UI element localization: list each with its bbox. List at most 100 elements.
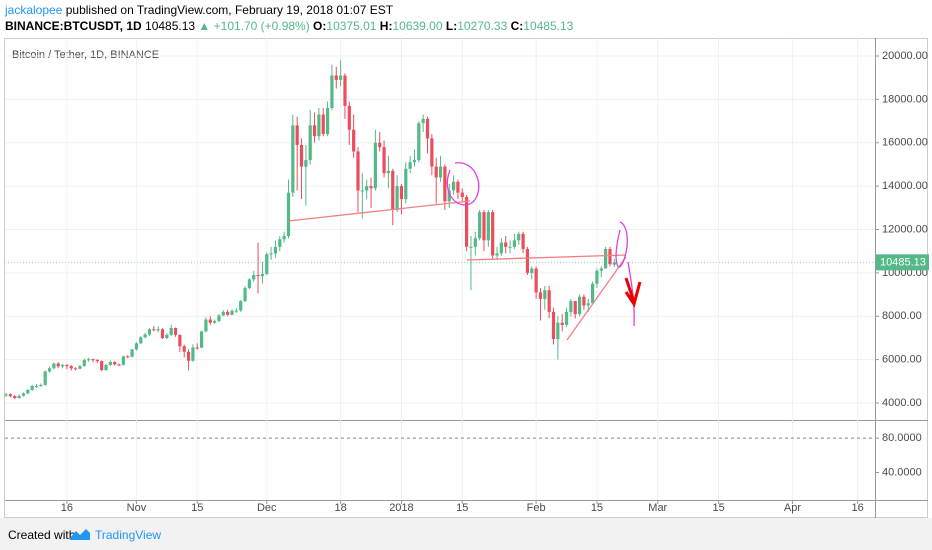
candle-body	[495, 253, 499, 256]
x-tick-label: Apr	[784, 502, 801, 514]
candle-body	[17, 395, 21, 399]
candle-body	[551, 311, 556, 340]
candle-body	[100, 361, 104, 371]
header-line-1: jackalopee published on TradingView.com,…	[5, 3, 393, 17]
candle-body	[69, 366, 73, 369]
candle-body	[391, 170, 395, 210]
candle-body	[486, 212, 490, 241]
trend-line	[466, 254, 627, 261]
candle-body	[60, 365, 65, 367]
candle-body	[325, 108, 330, 135]
candle-body	[217, 315, 221, 322]
candle-body	[282, 236, 286, 240]
x-tick-label: 15	[191, 502, 203, 514]
candle-body	[334, 75, 338, 80]
candle-body	[108, 362, 112, 366]
candle-body	[456, 181, 460, 193]
candle-body	[130, 349, 134, 357]
candle-body	[26, 389, 30, 394]
l-label: L:	[445, 19, 458, 33]
candle-body	[160, 329, 165, 339]
o-label: O:	[313, 19, 327, 33]
x-tick-label: 16	[61, 502, 73, 514]
candle-body	[573, 301, 577, 315]
candle-body	[286, 192, 291, 237]
h: 10639.00	[392, 19, 443, 33]
candle-body	[447, 190, 451, 202]
candle-body	[191, 347, 195, 361]
candle-body	[52, 363, 56, 369]
trend-line	[566, 256, 627, 341]
candle-body	[47, 368, 52, 372]
candle-body	[491, 212, 495, 256]
created: Created with	[8, 528, 76, 542]
y-tick-label: 18000.00	[882, 93, 928, 105]
candle-body	[213, 321, 217, 323]
candle-body	[39, 384, 43, 387]
circle-mark	[615, 221, 628, 268]
footer: Created with TradingView	[0, 518, 932, 550]
candle-body	[591, 283, 595, 304]
candle-body	[604, 249, 608, 269]
candle-body	[530, 268, 534, 273]
circle-mark	[446, 162, 480, 206]
brand[interactable]: TradingView	[95, 528, 162, 542]
author[interactable]: jackalopee	[5, 3, 63, 17]
x-tick-label: Nov	[127, 502, 147, 514]
change: ▲ +101.70 (+0.98%)	[198, 19, 310, 33]
candle-body	[260, 273, 265, 277]
candle-body	[512, 240, 517, 247]
x-tick-label: 18	[334, 502, 346, 514]
y-tick-label: 20000.00	[882, 50, 928, 62]
candle-body	[317, 114, 321, 137]
candle-body	[465, 196, 469, 247]
candle-body	[430, 138, 434, 167]
candle-body	[13, 396, 17, 399]
last-price-badge	[876, 254, 929, 271]
x-tick-label: 15	[712, 502, 724, 514]
candle-body	[360, 190, 364, 192]
drawings	[287, 162, 642, 341]
candle-body	[234, 310, 238, 312]
candle-body	[117, 364, 121, 366]
candle-body	[560, 322, 564, 325]
candle-body	[291, 125, 295, 193]
frame	[4, 38, 928, 518]
candle-body	[577, 296, 582, 315]
candle-body	[78, 366, 82, 369]
header-line-2: BINANCE:BTCUSDT, 1D 10485.13 ▲ +101.70 (…	[5, 19, 573, 33]
candle-body	[126, 356, 130, 358]
candle-body	[365, 186, 369, 191]
candle-body	[195, 347, 199, 349]
y-tick-label: 16000.00	[882, 137, 928, 149]
candle-body	[404, 168, 408, 200]
candle-body	[538, 292, 543, 299]
candle-body	[321, 114, 325, 135]
candle-body	[586, 303, 590, 306]
y-tick-label: 6000.00	[882, 354, 922, 366]
candle-body	[521, 233, 525, 250]
y-tick-label: 12000.00	[882, 223, 928, 235]
published: published on TradingView.com, February 1…	[65, 3, 394, 17]
candle-body	[608, 249, 612, 265]
candle-body	[425, 118, 430, 139]
candle-body	[408, 162, 412, 169]
c: 10485.13	[523, 19, 574, 33]
candle-body	[87, 359, 91, 361]
last-price-label: 10485.13	[880, 256, 926, 268]
y-tick-label: 8000.00	[882, 310, 922, 322]
candle-body	[34, 386, 39, 388]
candle-body	[386, 170, 391, 174]
h-label: H:	[379, 19, 393, 33]
candle-body	[239, 301, 243, 311]
candle-body	[299, 144, 304, 167]
candle-body	[252, 275, 256, 280]
candle-body	[304, 160, 308, 167]
candle-body	[525, 249, 530, 273]
last: 10485.13	[145, 19, 196, 33]
candle-body	[504, 242, 508, 247]
candle-body	[451, 181, 456, 191]
symbol: BINANCE:BTCUSDT, 1D	[5, 19, 142, 33]
candle-body	[499, 242, 503, 254]
candle-body	[517, 233, 521, 241]
